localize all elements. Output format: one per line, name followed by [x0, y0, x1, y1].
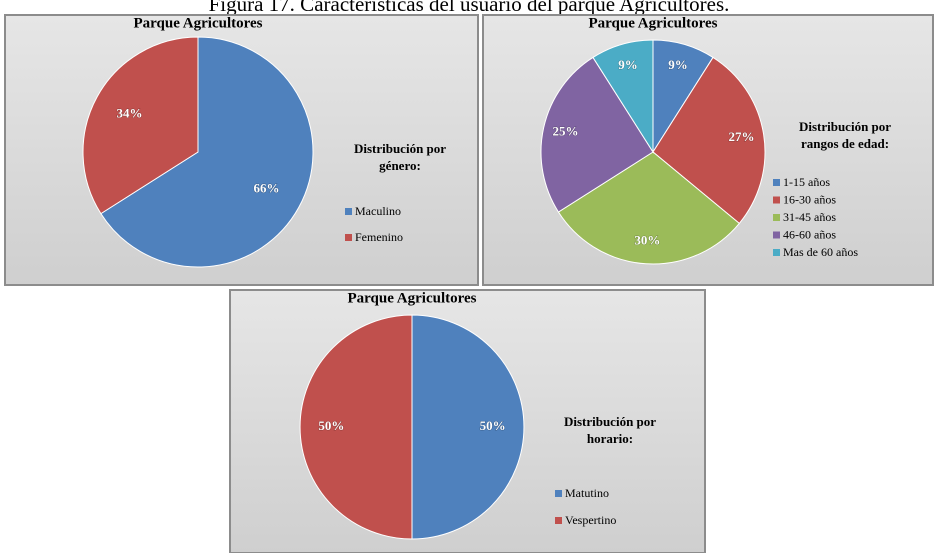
data-label: 27%: [728, 129, 754, 144]
data-label: 30%: [634, 232, 660, 247]
chart-title: Parque Agricultores: [588, 15, 717, 31]
legend-swatch: [773, 231, 780, 239]
legend-title: horario:: [587, 431, 633, 446]
figure-caption: Figura 17. Características del usuario d…: [209, 0, 730, 16]
legend-title: género:: [379, 158, 421, 173]
legend-swatch: [555, 490, 562, 497]
pie-slice: [100, 36, 314, 268]
pie-slice: [652, 56, 766, 225]
legend-label: 31-45 años: [783, 210, 836, 224]
pie-slice: [299, 314, 413, 540]
legend-swatch: [773, 249, 780, 256]
legend-title: Distribución por: [799, 119, 891, 134]
data-label: 66%: [254, 181, 280, 196]
pie-slice: [540, 56, 654, 213]
legend-label: Maculino: [355, 204, 401, 218]
legend-label: Vespertino: [565, 513, 616, 527]
pie-slice: [557, 151, 741, 265]
legend-swatch: [345, 234, 352, 241]
pie-slice: [592, 39, 654, 154]
pie-slice: [82, 36, 199, 215]
chart-title: Parque Agricultores: [133, 15, 262, 31]
legend-swatch: [773, 179, 780, 186]
pie-slice: [411, 314, 525, 540]
data-label: 50%: [318, 418, 344, 433]
data-label: 50%: [480, 418, 506, 433]
data-label: 25%: [553, 123, 579, 138]
legend-label: Femenino: [355, 230, 403, 244]
legend-label: 46-60 años: [783, 227, 836, 241]
legend-label: 16-30 años: [783, 192, 836, 206]
legend-swatch: [345, 208, 352, 215]
data-label: 9%: [618, 57, 638, 72]
legend-title: Distribución por: [564, 414, 656, 429]
data-label: 9%: [668, 57, 688, 72]
data-label: 34%: [116, 105, 142, 120]
legend-swatch: [555, 517, 562, 524]
legend-title: rangos de edad:: [801, 136, 889, 151]
legend-label: 1-15 años: [783, 175, 830, 189]
legend-label: Matutino: [565, 486, 609, 500]
legend-label: Mas de 60 años: [783, 245, 858, 259]
legend-swatch: [773, 196, 780, 204]
legend-swatch: [773, 214, 780, 221]
chart-title: Parque Agricultores: [347, 290, 476, 306]
legend-title: Distribución por: [354, 141, 446, 156]
